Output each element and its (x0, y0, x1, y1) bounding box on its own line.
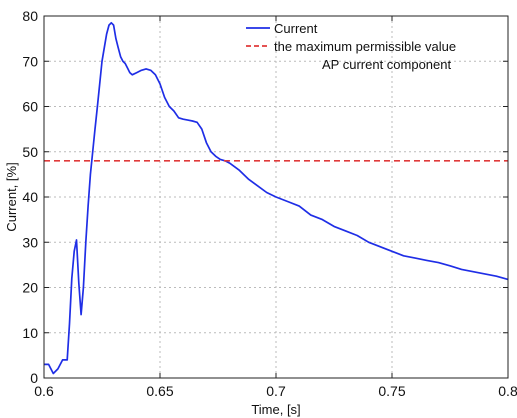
y-tick-label: 40 (22, 189, 38, 205)
y-tick-label: 70 (22, 53, 38, 69)
legend-label: the maximum permissible value (274, 39, 456, 54)
x-axis-ticks: 0.6 0.65 0.7 0.75 0.8 (34, 16, 517, 399)
legend: Current the maximum permissible value AP c… (246, 21, 456, 72)
y-tick-label: 0 (30, 370, 38, 386)
y-axis-ticks: 0 10 20 30 40 50 60 70 80 (22, 8, 508, 386)
legend-label: AP current component (322, 57, 451, 72)
x-tick-label: 0.6 (34, 383, 54, 399)
y-tick-label: 30 (22, 234, 38, 250)
y-tick-label: 80 (22, 8, 38, 24)
y-tick-label: 20 (22, 280, 38, 296)
y-tick-label: 50 (22, 144, 38, 160)
y-tick-label: 60 (22, 99, 38, 115)
x-tick-label: 0.75 (378, 383, 405, 399)
current-series-line (44, 21, 509, 375)
x-tick-label: 0.65 (146, 383, 173, 399)
x-tick-label: 0.8 (498, 383, 517, 399)
series-layer (44, 21, 509, 375)
y-axis-label: Current, [%] (4, 162, 19, 231)
legend-label: Current (274, 21, 318, 36)
x-axis-label: Time, [s] (251, 402, 300, 417)
x-tick-label: 0.7 (266, 383, 286, 399)
y-tick-label: 10 (22, 325, 38, 341)
